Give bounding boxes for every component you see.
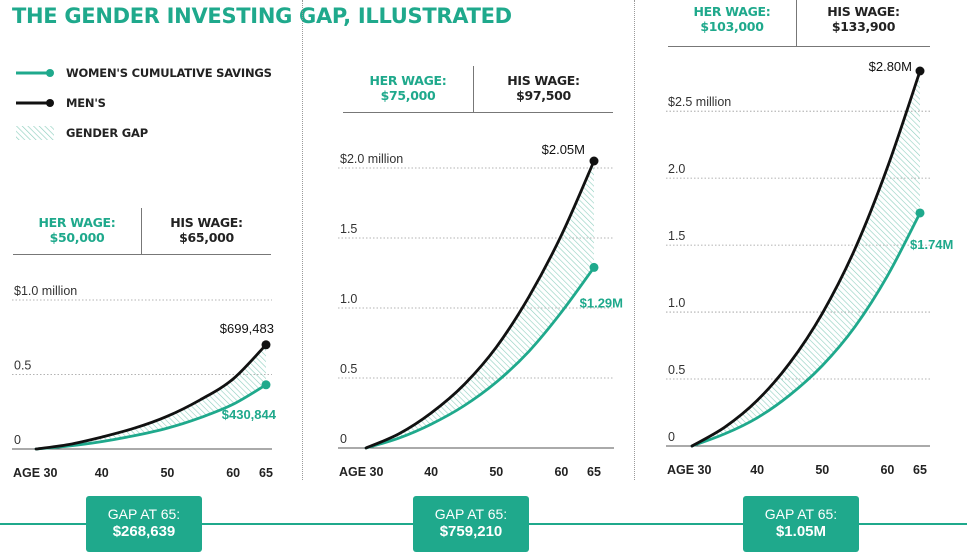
men-end-label: $699,483	[220, 321, 274, 336]
y-tick-label: 1.5	[668, 229, 685, 243]
his-wage: HIS WAGE: $133,900	[796, 0, 930, 46]
women-end-label: $430,844	[222, 407, 277, 422]
x-tick-label: 50	[815, 463, 829, 477]
x-tick-label: AGE 30	[13, 466, 58, 480]
x-tick-label: 40	[424, 465, 438, 479]
her-wage-value: $75,000	[380, 88, 436, 103]
x-tick-label: AGE 30	[339, 465, 384, 479]
gender-gap-area	[692, 71, 920, 446]
his-wage-label: HIS WAGE:	[827, 4, 900, 19]
page-title: THE GENDER INVESTING GAP, ILLUSTRATED	[12, 4, 512, 28]
men-endpoint	[589, 156, 599, 166]
x-tick-label: 50	[160, 466, 174, 480]
men-line-icon	[16, 99, 54, 107]
panel-divider	[302, 0, 303, 480]
y-tick-label: 1.0	[340, 292, 357, 306]
x-tick-label: 40	[750, 463, 764, 477]
gender-gap-area	[36, 344, 266, 449]
gender-gap-area	[366, 161, 594, 448]
her-wage-value: $103,000	[700, 19, 764, 34]
men-endpoint	[915, 66, 925, 76]
gap-label: GAP AT 65:	[107, 506, 181, 522]
her-wage-value: $50,000	[49, 230, 105, 245]
panel-divider	[634, 0, 635, 480]
chart-panel-3: 0 0.5 1.0 1.5 2.0 $2.5 million AGE 30 40 50 60 65 $…	[666, 59, 953, 477]
his-wage-value: $97,500	[516, 88, 571, 103]
y-tick-label: 0	[340, 432, 347, 446]
legend-label-gap: GENDER GAP	[66, 126, 148, 140]
her-wage-label: HER WAGE:	[38, 215, 116, 230]
gap-value: $759,210	[439, 523, 503, 540]
her-wage-label: HER WAGE:	[693, 4, 771, 19]
gap-badge-panel-3: GAP AT 65: $1.05M	[743, 496, 859, 552]
gap-label: GAP AT 65:	[434, 506, 508, 522]
y-tick-label: $2.0 million	[340, 152, 403, 166]
x-tick-label: 65	[913, 463, 927, 477]
her-wage: HER WAGE: $50,000	[13, 208, 141, 254]
y-tick-label: 1.5	[340, 222, 357, 236]
wage-box-panel-1: HER WAGE: $50,000 HIS WAGE: $65,000	[13, 208, 271, 255]
women-endpoint	[261, 380, 271, 390]
men-endpoint	[261, 340, 271, 350]
gap-value: $1.05M	[775, 523, 827, 540]
y-tick-label: 1.0	[668, 296, 685, 310]
women-savings-line	[34, 383, 268, 451]
x-tick-label: 50	[489, 465, 503, 479]
men-savings-line	[34, 343, 268, 451]
women-endpoint	[589, 262, 599, 272]
y-tick-label: 0	[668, 430, 675, 444]
y-tick-label: 2.0	[668, 162, 685, 176]
x-tick-label: 60	[880, 463, 894, 477]
legend-label-men: MEN'S	[66, 96, 106, 110]
her-wage: HER WAGE: $103,000	[668, 0, 796, 46]
women-savings-line	[364, 266, 596, 450]
women-savings-line	[690, 211, 922, 448]
x-tick-label: 65	[259, 466, 273, 480]
x-tick-label: 60	[226, 466, 240, 480]
chart-panel-1: 0 0.5 $1.0 million AGE 30 40 50 60 65 $699,483 $4…	[12, 284, 277, 480]
gap-label: GAP AT 65:	[764, 506, 838, 522]
her-wage-label: HER WAGE:	[369, 73, 447, 88]
y-tick-label: 0.5	[340, 362, 357, 376]
her-wage: HER WAGE: $75,000	[343, 66, 473, 112]
x-tick-label: 65	[587, 465, 601, 479]
wage-box-panel-2: HER WAGE: $75,000 HIS WAGE: $97,500	[343, 66, 613, 113]
women-end-label: $1.74M	[910, 237, 953, 252]
chart-panel-2: 0 0.5 1.0 1.5 $2.0 million AGE 30 40 50 60 65 $2.0…	[338, 142, 623, 479]
his-wage-label: HIS WAGE:	[507, 73, 580, 88]
gap-badge-panel-2: GAP AT 65: $759,210	[413, 496, 529, 552]
men-end-label: $2.80M	[869, 59, 912, 74]
his-wage-value: $65,000	[179, 230, 234, 245]
charts-canvas: 0 0.5 $1.0 million AGE 30 40 50 60 65 $699,483 $4…	[12, 59, 953, 480]
y-tick-label: 0.5	[668, 363, 685, 377]
his-wage: HIS WAGE: $97,500	[473, 66, 613, 112]
gap-hatch-icon	[16, 126, 54, 140]
his-wage-value: $133,900	[831, 19, 896, 34]
women-end-label: $1.29M	[580, 295, 623, 310]
men-savings-line	[364, 159, 596, 450]
legend-label-women: WOMEN'S CUMULATIVE SAVINGS	[66, 66, 272, 80]
wage-box-panel-3: HER WAGE: $103,000 HIS WAGE: $133,900	[668, 0, 930, 47]
y-tick-label: $2.5 million	[668, 95, 731, 109]
y-tick-label: $1.0 million	[14, 284, 77, 298]
y-tick-label: 0.5	[14, 359, 31, 373]
x-tick-label: 40	[95, 466, 109, 480]
his-wage: HIS WAGE: $65,000	[141, 208, 271, 254]
x-tick-label: AGE 30	[667, 463, 712, 477]
his-wage-label: HIS WAGE:	[170, 215, 243, 230]
men-end-label: $2.05M	[542, 142, 585, 157]
women-line-icon	[16, 69, 54, 77]
gap-badge-panel-1: GAP AT 65: $268,639	[86, 496, 202, 552]
x-tick-label: 60	[554, 465, 568, 479]
gap-value: $268,639	[112, 523, 176, 540]
women-endpoint	[915, 208, 925, 218]
y-tick-label: 0	[14, 433, 21, 447]
men-savings-line	[690, 69, 922, 448]
